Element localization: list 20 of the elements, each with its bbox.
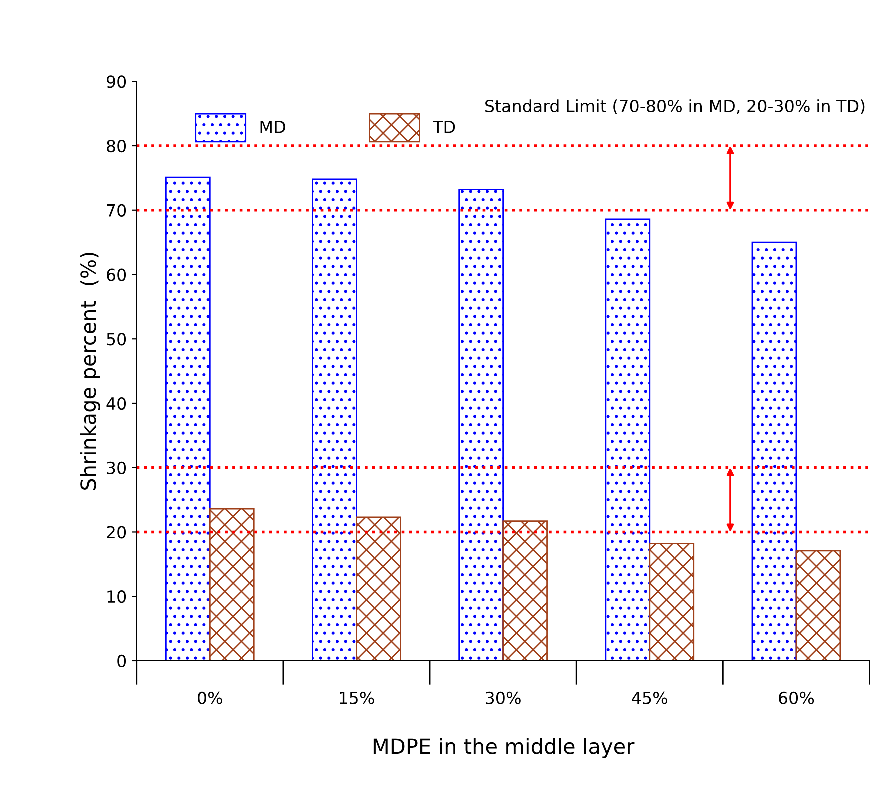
y-tick-label: 90 xyxy=(106,76,126,88)
y-tick-label: 0 xyxy=(118,654,126,668)
y-tick-label: 10 xyxy=(108,590,126,604)
x-tick-label: 30% xyxy=(486,692,521,704)
x-axis-title: MDPE in the middle layer xyxy=(374,738,635,758)
legend-label: MD xyxy=(260,121,286,134)
legend-label: TD xyxy=(433,121,456,134)
y-tick-label: 80 xyxy=(107,140,126,153)
y-tick-label: 70 xyxy=(107,204,126,217)
y-tick-label: 60 xyxy=(107,268,126,282)
annotation: Standard Limit (70-80% in MD, 20-30% in TD) xyxy=(486,100,865,115)
x-tick-label: 60% xyxy=(779,692,814,704)
y-axis-title: Shrinkage percent (%) xyxy=(80,253,100,490)
y-tick-label: 30 xyxy=(107,462,126,474)
x-tick-label: 15% xyxy=(340,692,374,704)
x-tick-label: 45% xyxy=(632,692,668,704)
y-tick-label: 50 xyxy=(107,333,126,346)
x-tick-label: 0% xyxy=(198,692,222,704)
y-tick-label: 20 xyxy=(107,526,126,539)
y-tick-label: 40 xyxy=(106,397,126,410)
